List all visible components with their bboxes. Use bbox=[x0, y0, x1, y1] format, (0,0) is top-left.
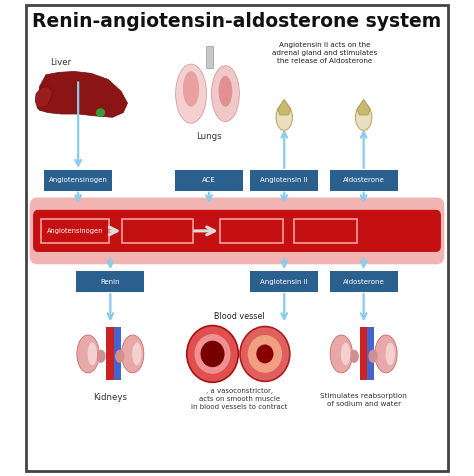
Text: Angiotensinogen: Angiotensinogen bbox=[47, 228, 103, 234]
Text: Angiotensin II acts on the
adrenal gland and stimulates
the release of Aldostero: Angiotensin II acts on the adrenal gland… bbox=[273, 41, 378, 64]
Ellipse shape bbox=[341, 343, 350, 365]
Text: Angiotensin II: Angiotensin II bbox=[260, 278, 308, 285]
FancyBboxPatch shape bbox=[41, 218, 109, 243]
Ellipse shape bbox=[219, 76, 232, 107]
Circle shape bbox=[201, 341, 225, 367]
Text: Renin-angiotensin-aldosterone system: Renin-angiotensin-aldosterone system bbox=[32, 12, 442, 31]
Polygon shape bbox=[357, 99, 370, 115]
FancyBboxPatch shape bbox=[329, 271, 398, 292]
FancyBboxPatch shape bbox=[107, 327, 114, 380]
Polygon shape bbox=[37, 71, 128, 117]
Circle shape bbox=[256, 345, 273, 363]
Ellipse shape bbox=[175, 64, 207, 123]
FancyBboxPatch shape bbox=[250, 271, 319, 292]
FancyBboxPatch shape bbox=[206, 46, 212, 68]
Ellipse shape bbox=[211, 66, 239, 121]
FancyBboxPatch shape bbox=[294, 218, 357, 243]
FancyBboxPatch shape bbox=[114, 327, 121, 380]
FancyBboxPatch shape bbox=[76, 271, 145, 292]
Ellipse shape bbox=[375, 335, 397, 373]
FancyBboxPatch shape bbox=[30, 198, 444, 264]
Circle shape bbox=[240, 327, 290, 381]
FancyBboxPatch shape bbox=[175, 170, 243, 191]
Text: Angiotensin II: Angiotensin II bbox=[260, 177, 308, 183]
Text: ACE: ACE bbox=[202, 177, 216, 183]
Ellipse shape bbox=[349, 350, 359, 363]
FancyBboxPatch shape bbox=[329, 170, 398, 191]
FancyBboxPatch shape bbox=[122, 218, 193, 243]
Polygon shape bbox=[278, 99, 291, 115]
Text: Lungs: Lungs bbox=[196, 131, 222, 140]
Text: Aldosterone: Aldosterone bbox=[343, 177, 384, 183]
Ellipse shape bbox=[96, 350, 106, 363]
Text: Blood vessel: Blood vessel bbox=[214, 312, 264, 321]
Ellipse shape bbox=[368, 350, 378, 363]
Circle shape bbox=[248, 335, 282, 373]
FancyBboxPatch shape bbox=[360, 327, 367, 380]
FancyBboxPatch shape bbox=[220, 218, 283, 243]
Ellipse shape bbox=[121, 335, 144, 373]
Text: Renin: Renin bbox=[100, 278, 120, 285]
Circle shape bbox=[194, 334, 230, 374]
Ellipse shape bbox=[276, 104, 292, 130]
FancyBboxPatch shape bbox=[44, 170, 112, 191]
Ellipse shape bbox=[77, 335, 99, 373]
Text: Stimulates reabsorption
of sodium and water: Stimulates reabsorption of sodium and wa… bbox=[320, 393, 407, 407]
FancyBboxPatch shape bbox=[33, 210, 441, 252]
Text: Liver: Liver bbox=[50, 58, 72, 67]
Ellipse shape bbox=[132, 343, 142, 365]
FancyBboxPatch shape bbox=[250, 170, 319, 191]
Text: , a vasoconstrictor,
acts on smooth muscle
in blood vessels to contract: , a vasoconstrictor, acts on smooth musc… bbox=[191, 388, 287, 410]
Ellipse shape bbox=[330, 335, 353, 373]
Text: Aldosterone: Aldosterone bbox=[343, 278, 384, 285]
Text: Kidneys: Kidneys bbox=[93, 393, 128, 402]
Polygon shape bbox=[35, 87, 53, 108]
Circle shape bbox=[187, 326, 238, 382]
Ellipse shape bbox=[183, 71, 199, 107]
Ellipse shape bbox=[356, 104, 372, 130]
Ellipse shape bbox=[96, 109, 105, 117]
Ellipse shape bbox=[385, 343, 395, 365]
FancyBboxPatch shape bbox=[367, 327, 374, 380]
Ellipse shape bbox=[115, 350, 125, 363]
Ellipse shape bbox=[88, 343, 97, 365]
Text: Angiotensinogen: Angiotensinogen bbox=[49, 177, 108, 183]
